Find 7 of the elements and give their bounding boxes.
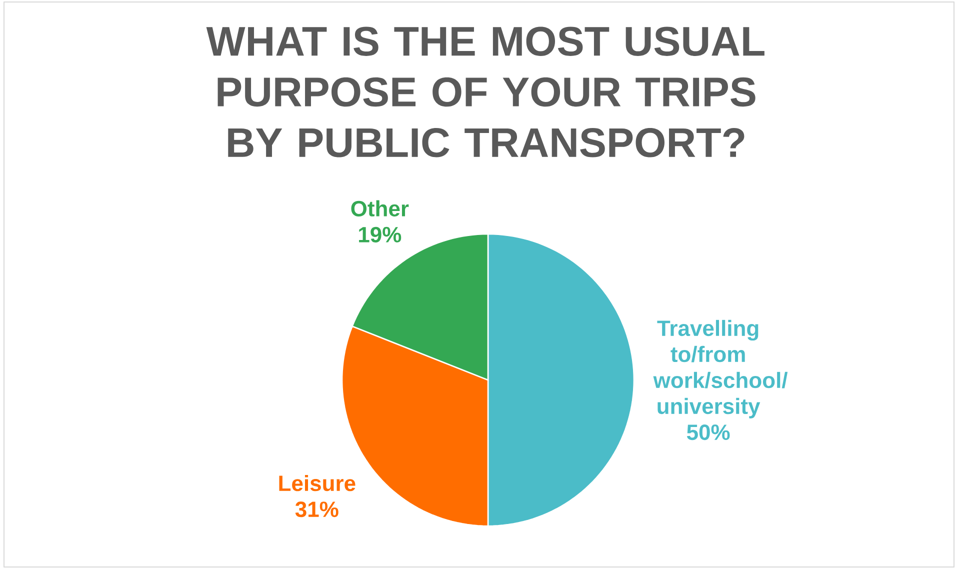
slice-label: Travelling to/from work/school/ university <box>653 320 788 418</box>
data-label: 31% <box>295 502 338 518</box>
data-label: 19% <box>359 226 402 242</box>
slice-label: Other <box>351 200 409 216</box>
data-label: 50% <box>686 424 730 440</box>
chart-title: WHAT IS THE MOST USUAL PURPOSE OF YOUR TRIPS BY PUBLIC TRANSPORT? <box>206 26 764 158</box>
slice-label: Leisure <box>279 474 356 492</box>
